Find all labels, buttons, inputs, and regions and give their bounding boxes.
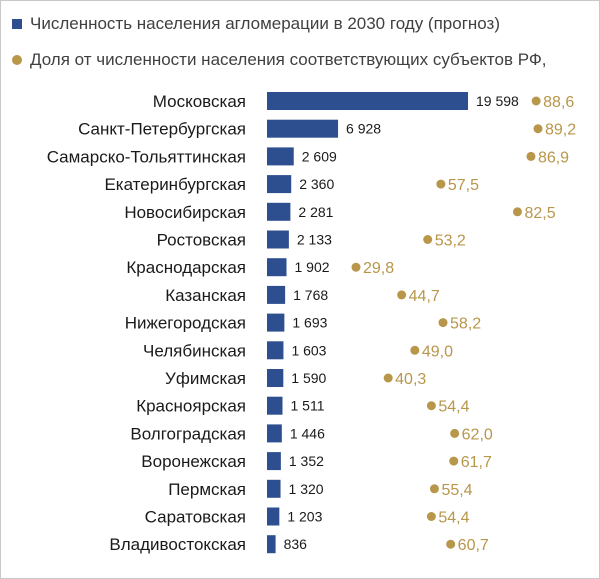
category-label: Краснодарская (126, 258, 246, 277)
share-point (533, 124, 543, 134)
bar (267, 175, 292, 194)
category-label: Новосибирская (124, 203, 246, 222)
bar-value-label: 1 352 (289, 453, 324, 469)
legend-item-share: Доля от численности населения соответств… (12, 50, 547, 70)
category-label: Саратовская (145, 508, 246, 527)
category-label: Волгоградская (130, 424, 246, 443)
share-point (423, 235, 433, 244)
legend-circle-icon (12, 55, 22, 65)
bar-value-label: 836 (284, 536, 308, 552)
bar-value-label: 1 320 (289, 481, 324, 497)
bar (267, 396, 283, 415)
share-value-label: 89,2 (545, 122, 576, 139)
share-point (512, 207, 522, 217)
legend-label-share: Доля от численности населения соответств… (30, 50, 547, 69)
bar-value-label: 19 598 (476, 93, 519, 109)
category-label: Московская (153, 92, 246, 111)
share-point (526, 151, 536, 161)
bar (267, 202, 291, 221)
share-value-label: 44,7 (409, 288, 440, 305)
category-label: Ростовская (157, 231, 246, 250)
bar (267, 285, 286, 304)
share-point (436, 179, 446, 189)
bar-value-label: 2 133 (297, 232, 332, 248)
share-point (531, 96, 541, 106)
share-value-label: 40,3 (395, 371, 426, 388)
bar (267, 341, 284, 360)
category-label: Самарско-Тольяттинская (47, 147, 246, 166)
bar (267, 452, 281, 471)
bar-value-label: 1 590 (291, 370, 326, 386)
share-value-label: 86,9 (538, 149, 569, 166)
share-value-label: 55,4 (441, 482, 472, 499)
category-label: Воронежская (141, 452, 246, 471)
bar-value-label: 2 609 (302, 148, 337, 164)
bar (267, 147, 294, 166)
legend-item-population: Численность населения агломерации в 2030… (12, 14, 500, 34)
share-value-label: 60,7 (458, 537, 489, 554)
category-label: Нижегородская (125, 314, 246, 333)
category-label: Красноярская (136, 397, 246, 416)
bar-value-label: 1 511 (290, 398, 324, 414)
share-point (446, 539, 456, 549)
share-value-label: 82,5 (524, 205, 555, 222)
share-point (438, 318, 448, 328)
share-point (410, 345, 420, 355)
share-value-label: 58,2 (450, 316, 481, 333)
bar-value-label: 1 203 (287, 509, 322, 525)
share-point (450, 428, 460, 438)
bar-value-label: 1 902 (295, 259, 330, 275)
share-point (383, 373, 393, 383)
legend-label-population: Численность населения агломерации в 2030… (30, 14, 500, 33)
share-value-label: 54,4 (438, 399, 469, 416)
bar (267, 313, 285, 332)
bar (267, 119, 339, 138)
bar (267, 92, 468, 110)
bar-value-label: 1 603 (291, 342, 326, 358)
bar-value-label: 6 928 (346, 121, 381, 137)
share-value-label: 29,8 (363, 260, 394, 277)
category-label: Челябинская (143, 341, 246, 360)
bar (267, 424, 282, 443)
bar (267, 479, 281, 498)
share-value-label: 62,0 (462, 426, 493, 443)
share-value-label: 53,2 (435, 233, 466, 250)
bar-value-label: 1 768 (293, 287, 328, 303)
share-point (426, 401, 436, 411)
share-value-label: 49,0 (422, 343, 453, 360)
category-label: Санкт-Петербургская (78, 120, 246, 139)
bar (267, 258, 287, 277)
category-label: Казанская (165, 286, 246, 305)
category-label: Екатеринбургская (104, 175, 246, 194)
share-point (351, 262, 361, 272)
share-point (426, 512, 436, 521)
category-label: Владивостокская (109, 535, 246, 554)
legend-square-icon (12, 19, 22, 29)
share-point (429, 484, 439, 494)
bar (267, 230, 289, 249)
share-value-label: 88,6 (543, 94, 574, 111)
share-value-label: 61,7 (461, 454, 492, 471)
bar (267, 507, 280, 526)
share-value-label: 57,5 (448, 177, 479, 194)
share-point (397, 290, 407, 300)
bar-value-label: 2 281 (298, 204, 333, 220)
category-label: Пермская (168, 480, 246, 499)
share-value-label: 54,4 (438, 510, 469, 527)
bar-value-label: 1 446 (290, 425, 325, 441)
category-label: Уфимская (165, 369, 246, 388)
share-point (449, 456, 459, 466)
bar (267, 535, 276, 554)
bar-value-label: 2 360 (299, 176, 334, 192)
bar-value-label: 1 693 (292, 315, 327, 331)
bar (267, 369, 284, 387)
